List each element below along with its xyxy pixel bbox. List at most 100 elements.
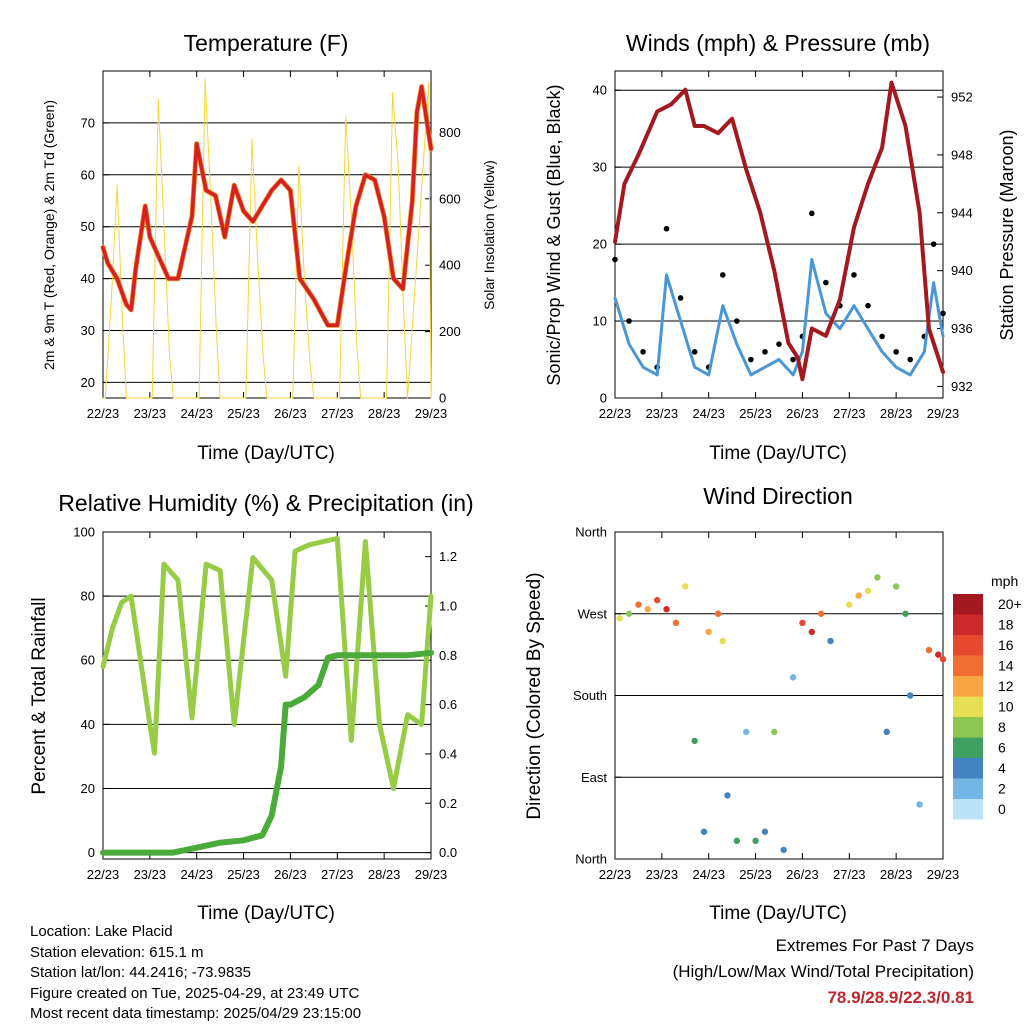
y-tick-label: 30 (81, 323, 95, 338)
wind-direction-point (846, 601, 853, 608)
gust-point (776, 341, 782, 347)
legend-label: 0 (998, 801, 1006, 817)
y-tick-label: 20 (81, 781, 95, 796)
winds-panel: Winds (mph) & Pressure (mb) Time (Day/UT… (544, 30, 1017, 464)
y-right-tick-label: 944 (951, 205, 973, 220)
x-tick-label: 29/23 (927, 867, 960, 882)
plot-frame (614, 70, 944, 399)
pressure-line (613, 80, 945, 382)
y-tick-label: North (575, 525, 607, 540)
x-tick-label: 22/23 (599, 406, 632, 421)
x-tick-label: 26/23 (786, 406, 819, 421)
wind-direction-ylabel: Direction (Colored By Speed) (524, 572, 545, 819)
x-tick-label: 22/23 (87, 867, 120, 882)
wind-direction-point (771, 728, 778, 736)
wind-direction-point (705, 628, 712, 636)
legend-swatch (953, 655, 983, 676)
x-tick-label: 24/23 (180, 867, 213, 882)
wind-direction-point (827, 637, 834, 645)
extremes-values: 78.9/28.9/22.3/0.81 (827, 988, 974, 1007)
legend-swatch (953, 737, 983, 758)
wind-direction-panel: Wind Direction Time (Day/UTC) Direction … (524, 483, 1022, 924)
x-tick-label: 24/23 (180, 406, 213, 421)
gust-point (879, 333, 885, 340)
x-tick-label: 23/23 (646, 406, 679, 421)
legend-swatch (953, 696, 983, 717)
created-text: Figure created on Tue, 2025-04-29, at 23… (30, 984, 360, 1002)
gust-point (626, 318, 632, 324)
y-tick-label: 10 (593, 314, 607, 329)
wind-direction-point (733, 837, 741, 845)
legend-label: 10 (998, 699, 1014, 715)
wind-direction-point (902, 610, 909, 617)
legend-label: 14 (998, 658, 1014, 674)
wind-direction-xlabel: Time (Day/UTC) (709, 903, 847, 924)
legend-label: 16 (998, 637, 1014, 653)
wind-direction-point (916, 801, 923, 808)
legend-swatch (953, 594, 983, 615)
wind-direction-point (761, 828, 769, 835)
x-tick-label: 28/23 (368, 867, 401, 882)
rh-line (100, 535, 434, 791)
location-text: Location: Lake Placid (30, 923, 173, 940)
y-right-tick-label: 0.8 (439, 648, 457, 663)
wind-direction-point (808, 628, 815, 636)
latlon-text: Station lat/lon: 44.2416; -73.9835 (30, 964, 252, 981)
wind-direction-point (691, 737, 698, 745)
wind-direction-point (883, 728, 890, 736)
legend-swatch (953, 799, 983, 820)
wind-direction-point (625, 610, 633, 617)
temperature-ylabel: 2m & 9m T (Red, Orange) & 2m Td (Green) (41, 100, 57, 370)
wind-direction-point (672, 619, 680, 627)
wind-direction-point (682, 583, 689, 590)
pressure-ylabel: Station Pressure (Maroon) (997, 129, 1017, 340)
wind-direction-point (653, 596, 661, 604)
x-tick-label: 23/23 (646, 867, 679, 882)
x-tick-label: 29/23 (927, 406, 960, 421)
humidity-panel: Relative Humidity (%) & Precipitation (i… (29, 490, 474, 924)
legend-swatch (953, 758, 983, 779)
y-tick-label: 40 (81, 717, 95, 732)
legend-swatch (953, 778, 983, 799)
wind-direction-point (874, 574, 881, 581)
wind-direction-point (752, 837, 759, 845)
gust-point (907, 356, 913, 363)
y-right-tick-label: 1.0 (439, 598, 457, 613)
gust-point (762, 349, 768, 355)
y-tick-label: West (578, 606, 608, 621)
legend-swatch (953, 717, 983, 738)
wind-direction-point (939, 655, 947, 663)
wind-direction-point (780, 846, 787, 854)
gust-point (663, 225, 670, 232)
wind-direction-point (935, 651, 942, 658)
x-tick-label: 26/23 (274, 867, 307, 882)
x-tick-label: 29/23 (415, 867, 448, 882)
gust-point (865, 302, 871, 309)
x-tick-label: 22/23 (599, 867, 632, 882)
temperature-xlabel: Time (Day/UTC) (197, 443, 335, 464)
wind-direction-point (743, 728, 750, 736)
y-right-tick-label: 200 (439, 324, 461, 339)
x-tick-label: 27/23 (321, 406, 354, 421)
x-tick-label: 25/23 (739, 406, 772, 421)
wind-direction-point (789, 674, 797, 681)
extremes-title: Extremes For Past 7 Days (775, 936, 974, 955)
elevation-text: Station elevation: 615.1 m (30, 943, 204, 961)
wind-direction-title: Wind Direction (703, 483, 853, 509)
y-tick-label: South (573, 688, 607, 703)
y-tick-label: 50 (81, 219, 95, 234)
wind-direction-point (925, 646, 933, 654)
wind-direction-point (714, 610, 722, 617)
y-right-tick-label: 0.6 (439, 697, 457, 712)
wind-direction-point (644, 606, 651, 613)
wind-direction-point (700, 828, 708, 835)
y-right-tick-label: 400 (439, 258, 461, 273)
wind-line (613, 258, 945, 377)
y-tick-label: 20 (593, 237, 607, 252)
insolation-line (102, 78, 432, 399)
winds-xlabel: Time (Day/UTC) (709, 443, 847, 464)
temperature-panel: Temperature (F) Time (Day/UTC) 2m & 9m T… (41, 30, 497, 464)
x-tick-label: 24/23 (692, 867, 725, 882)
wind-direction-point (724, 792, 731, 799)
